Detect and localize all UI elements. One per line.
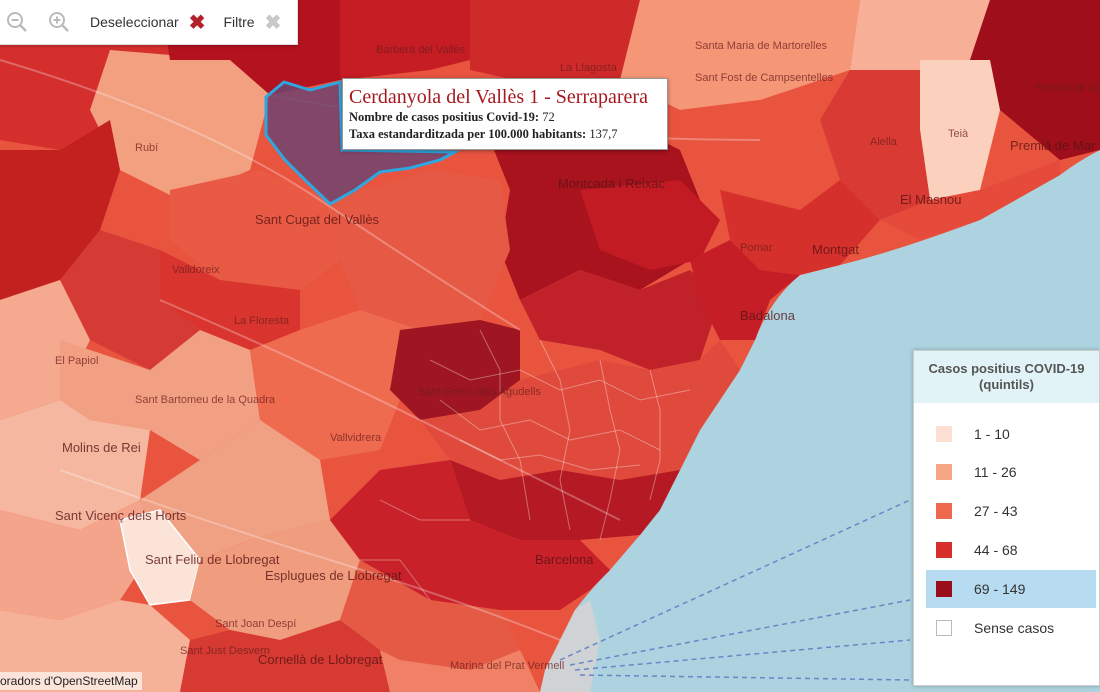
close-icon: ✖ [264,11,282,34]
region-sant-cugat[interactable] [170,170,340,290]
region-reixac[interactable] [580,180,720,270]
region-tooltip: Cerdanyola del Vallès 1 - Serraparera No… [342,78,668,150]
region-molins[interactable] [0,400,150,530]
legend-label: 11 - 26 [974,464,1017,480]
region-sant-genis[interactable] [390,320,520,420]
region-premia-dalt[interactable] [970,0,1100,160]
legend-swatch [936,426,952,442]
region-esplugues[interactable] [190,520,360,640]
map-toolbar: Deseleccionar ✖ Filtre ✖ [0,0,298,45]
region-sant-vicenc[interactable] [0,500,160,620]
tooltip-cases-label: Nombre de casos positius Covid-19: [349,110,540,124]
legend-item-11-26[interactable]: 11 - 26 [926,453,1096,491]
region-floresta[interactable] [60,230,200,370]
region-alella[interactable] [820,70,930,220]
region-martorelles[interactable] [620,0,860,110]
region-sant-cugat-east[interactable] [330,170,510,330]
region-sants[interactable] [340,560,520,670]
tooltip-cases-value: 72 [542,110,555,124]
region-teia[interactable] [850,0,990,70]
selected-region-cerdanyola-serraparera[interactable] [264,80,461,206]
region-badalona[interactable] [690,240,800,340]
tooltip-rate-value: 137,7 [589,127,618,141]
zoom-in-icon [49,12,69,32]
region-vallvidrera[interactable] [250,310,420,460]
zoom-out-button[interactable] [4,9,30,35]
legend-title: Casos positius COVID-19 (quintils) [914,351,1099,403]
map-legend: Casos positius COVID-19 (quintils) 1 - 1… [913,350,1100,686]
zoom-in-button[interactable] [46,9,72,35]
legend-label: 44 - 68 [974,542,1018,558]
legend-label: Sense casos [974,620,1055,636]
deselect-button[interactable]: Deseleccionar ✖ [90,10,205,35]
filter-button[interactable]: Filtre ✖ [223,10,281,35]
region-teia-south[interactable] [920,60,1000,200]
region-lallagosta[interactable] [470,0,640,90]
legend-item-44-68[interactable]: 44 - 68 [926,531,1096,569]
region-masnou[interactable] [880,160,1060,240]
tooltip-cases-row: Nombre de casos positius Covid-19: 72 [349,109,661,126]
tooltip-rate-row: Taxa estandarditzada per 100.000 habitan… [349,126,661,143]
region-west[interactable] [0,120,120,300]
region-montgat[interactable] [720,180,880,275]
region-barbera[interactable] [340,0,470,80]
filter-label: Filtre [223,14,255,30]
legend-label: 27 - 43 [974,503,1018,519]
region-cornella[interactable] [180,620,390,692]
region-rubi[interactable] [90,50,270,200]
legend-item-sense-casos[interactable]: Sense casos [926,609,1096,647]
region-sant-just[interactable] [0,600,190,692]
legend-swatch [936,503,952,519]
legend-swatch [936,464,952,480]
region-marina[interactable] [380,650,540,692]
region-quadra[interactable] [60,330,260,460]
legend-swatch [936,542,952,558]
map-attribution: oradors d'OpenStreetMap [0,672,142,690]
legend-label: 1 - 10 [974,426,1010,442]
region-valldoreix[interactable] [160,250,300,350]
region-barcelona-south[interactable] [330,460,610,610]
tooltip-rate-label: Taxa estandarditzada per 100.000 habitan… [349,127,587,141]
legend-item-1-10[interactable]: 1 - 10 [926,415,1096,453]
legend-label: 69 - 149 [974,581,1026,597]
legend-swatch [936,620,952,636]
zoom-out-icon [7,12,27,32]
tooltip-title: Cerdanyola del Vallès 1 - Serraparera [349,86,648,108]
region-sant-fost[interactable] [680,100,840,210]
region-barcelona-center[interactable] [420,340,740,480]
close-icon: ✖ [188,11,206,34]
legend-item-27-43[interactable]: 27 - 43 [926,492,1096,530]
deselect-label: Deseleccionar [90,14,179,30]
legend-item-69-149[interactable]: 69 - 149 [926,570,1096,608]
region-barcelona-north[interactable] [520,270,720,370]
region-eixample[interactable] [450,460,680,540]
region-sant-feliu[interactable] [140,420,330,560]
legend-swatch [936,581,952,597]
